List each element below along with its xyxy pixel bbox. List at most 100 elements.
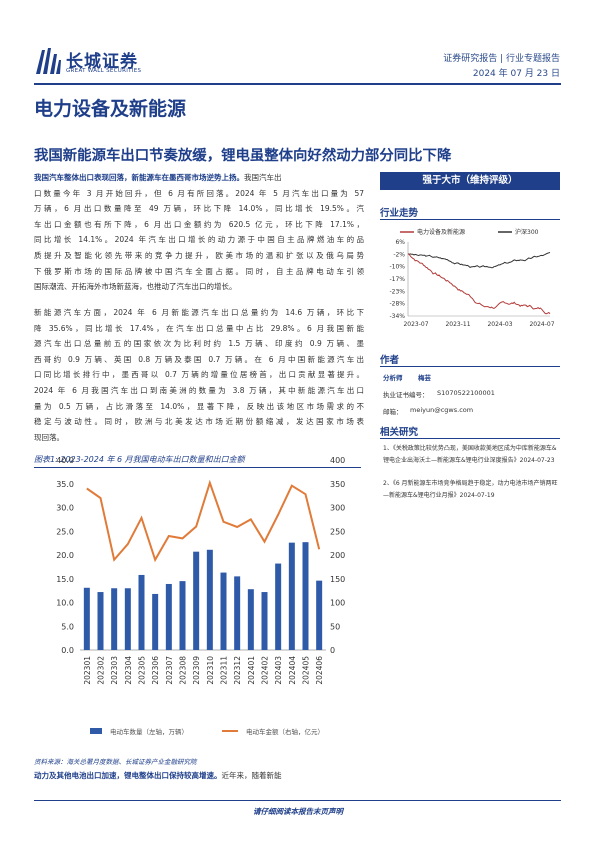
figure-title-rule <box>34 467 361 468</box>
x-tick-label: 202308 <box>179 656 188 685</box>
bar-202309 <box>193 551 200 650</box>
x-tick-label: 202311 <box>220 656 229 685</box>
x-tick-label: 202304 <box>124 656 133 685</box>
x-tick-label: 202405 <box>302 656 311 685</box>
x-tick-label: 202406 <box>315 656 324 685</box>
paragraph-1-line: 同比增长 14.1%。2024 年汽车出口增长的动力源于中国自主品牌燃油车的品 <box>34 235 364 245</box>
trend-series-industry <box>407 253 551 315</box>
paragraph-1-lead-tail: 我国汽车出 <box>244 173 282 182</box>
trend-y-tick-label: -28% <box>389 301 405 308</box>
analyst-name: 梅芸 <box>418 374 431 382</box>
right-axis-tick-label: 50 <box>330 622 340 631</box>
industry-title: 电力设备及新能源 <box>34 98 187 120</box>
right-axis-tick-label: 0 <box>330 646 335 655</box>
x-tick-label: 202307 <box>165 656 174 685</box>
report-date: 2024 年 07 月 23 日 <box>472 69 560 79</box>
x-tick-label: 202303 <box>110 656 119 685</box>
author-section-rule <box>380 366 560 367</box>
bar-202403 <box>275 563 282 650</box>
export-chart: 0.0 5.0 10.0 15.0 20.0 25.0 30.0 35.0 40.0 0 50 100… <box>56 456 345 736</box>
footer-disclaimer: 请仔细阅读本报告末页声明 <box>253 807 343 816</box>
left-axis-tick-label: 30.0 <box>56 504 74 513</box>
bar-202312 <box>234 576 241 650</box>
x-tick-label: 202312 <box>233 656 242 685</box>
trend-y-tick-label: -23% <box>389 288 405 295</box>
bar-202404 <box>288 542 295 650</box>
bar-202406 <box>316 580 323 650</box>
trend-y-tick-label: -34% <box>389 313 405 320</box>
x-tick-label: 202310 <box>206 656 215 685</box>
rating-badge: 强于大市（维持评级） <box>380 172 560 190</box>
related-report-2[interactable]: 2、《6 月新能源车市场竞争格局趋于稳定，动力电池市场产销两旺—新能源车&锂电行… <box>383 480 558 499</box>
right-axis-tick-label: 300 <box>330 504 345 513</box>
paragraph-1-line: 质提升及智能化领先带来的竞争力提升，欧美市场的温和扩张以及俄乌局势 <box>34 250 364 260</box>
bar-202306 <box>152 593 159 650</box>
company-logo-icon <box>36 48 61 74</box>
license-number: S1070522100001 <box>437 389 495 397</box>
industry-trend-chart: 6% -2% -10% -17% -23% -28% -34%2023-07 2023-11 2… <box>389 228 554 328</box>
bar-202405 <box>302 542 309 650</box>
paragraph-2-line: 降 35.6%，同比增长 17.4%，在汽车出口总量中占比 29.8%。6 月我… <box>34 323 364 333</box>
left-axis-tick-label: 15.0 <box>56 575 74 584</box>
figure-source: 资料来源：海关总署月度数据、长城证券产业金融研究院 <box>34 758 197 766</box>
bar-202307 <box>165 583 172 650</box>
trend-section-title: 行业走势 <box>380 208 419 219</box>
paragraph-1-line: 万辆，6 月出口数量降至 49 万辆，环比下降 14.0%，同比增长 19.5%… <box>34 204 364 214</box>
right-axis-tick-label: 100 <box>330 599 345 608</box>
related-report-1[interactable]: 1、《关税政策比较优势凸现，美国收款美地区成为中库新能源车&锂电企业出海沃土—新… <box>383 445 557 464</box>
trend-x-tick-label: 2023-07 <box>403 321 428 328</box>
paragraph-1-line: 口数量今年 3 月开始回升，但 6 月有所回落。2024 年 5 月汽车出口量为… <box>34 188 364 198</box>
figure-title: 图表1: 2023-2024 年 6 月我国电动车出口数量和出口金额 <box>34 455 245 464</box>
bottom-paragraph: 动力及其他电池出口加速，锂电整体出口保持较高增速。近年来，随着新能 <box>34 768 364 783</box>
analyst-email[interactable]: meiyun@cgws.com <box>410 406 474 414</box>
bar-202308 <box>179 581 186 650</box>
x-tick-label: 202401 <box>247 656 256 685</box>
paragraph-2-line: 现回落。 <box>34 432 64 442</box>
left-axis-tick-label: 35.0 <box>56 480 74 489</box>
legend-bar-swatch <box>90 728 102 734</box>
paragraph-1-lead: 我国汽车整体出口表现回落，新能源车在墨西哥市场逆势上扬。 <box>34 173 244 182</box>
paragraph-1-line: 下俄罗斯市场的国际品牌被中国汽车全面占据。同时，自主品牌电动车引领 <box>34 266 364 276</box>
trend-section-rule <box>380 219 560 220</box>
left-axis-tick-label: 10.0 <box>56 599 74 608</box>
paragraph-2-line: 2024 年 6 月我国汽车出口到南美洲的数量为 3.8 万辆，其中新能源汽车出… <box>34 385 364 395</box>
x-tick-label: 202302 <box>97 656 106 685</box>
bar-202302 <box>97 592 104 650</box>
company-name-en: GREAT WALL SECURITIES <box>66 68 142 74</box>
left-axis-tick-label: 25.0 <box>56 527 74 536</box>
report-headline: 我国新能源车出口节奏放缓，锂电虽整体向好然动力部分同比下降 <box>34 148 452 164</box>
related-section-title: 相关研究 <box>380 427 419 438</box>
bar-202402 <box>261 592 268 650</box>
paragraph-2-line: 西哥约 0.9 万辆、英国 0.8 万辆及泰国 0.7 万辆。在 6 月中国新能… <box>34 354 364 364</box>
paragraph-1-line: 国际潮流、开拓海外市场新蓝海，也推动了汽车出口的增长。 <box>34 282 237 292</box>
right-axis-tick-label: 350 <box>330 480 345 489</box>
legend-bar-label: 电动车数量（左轴，万辆） <box>110 727 188 736</box>
trend-x-tick-label: 2024-03 <box>487 321 512 328</box>
paragraph-2-line: 量为 0.5 万辆，占比滑落至 14.0%，显著下降，反映出该地区市场需求的不 <box>34 401 364 411</box>
paragraph-1: 我国汽车整体出口表现回落，新能源车在墨西哥市场逆势上扬。我国汽车出 口数量今年 … <box>34 170 364 295</box>
right-axis-tick-label: 150 <box>330 575 345 584</box>
trend-legend-a-label: 电力设备及新能源 <box>417 228 465 236</box>
right-axis-tick-label: 250 <box>330 527 345 536</box>
legend-line-label: 电动车金额（右轴，亿元） <box>246 727 324 736</box>
x-tick-label: 202301 <box>83 656 92 685</box>
trend-series-hs300 <box>407 252 551 269</box>
x-tick-label: 202403 <box>274 656 283 685</box>
left-axis-tick-label: 0.0 <box>61 646 74 655</box>
x-tick-label: 202402 <box>261 656 270 685</box>
related-section-rule <box>380 438 560 439</box>
bar-202311 <box>220 572 227 650</box>
trend-y-tick-label: -10% <box>389 264 405 271</box>
x-tick-label: 202404 <box>288 656 297 685</box>
paragraph-2: 新能源汽车方面，2024 年 6 月新能源汽车出口总量约为 14.6 万辆，环比… <box>34 305 364 445</box>
x-tick-label: 202305 <box>138 656 147 685</box>
right-axis-tick-label: 400 <box>330 456 345 465</box>
amount-line-series <box>86 479 321 563</box>
paragraph-1-line: 车出口金额也有所下降，6 月出口金额约为 620.5 亿元，环比下降 17.1%… <box>34 219 364 229</box>
bar-202310 <box>206 549 213 650</box>
bar-202303 <box>111 588 118 650</box>
trend-x-tick-label: 2024-07 <box>529 321 554 328</box>
bar-202304 <box>124 588 131 650</box>
paragraph-1-lines: 口数量今年 3 月开始回升，但 6 月有所回落。2024 年 5 月汽车出口量为… <box>34 186 364 295</box>
bottom-tail: 近年来，随着新能 <box>221 771 282 780</box>
